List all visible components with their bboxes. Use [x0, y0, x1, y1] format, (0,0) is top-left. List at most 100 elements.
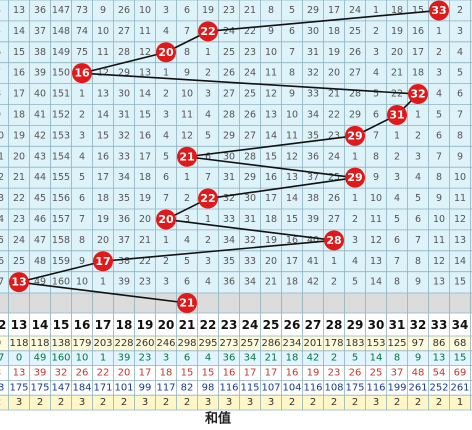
column-header: 14 [32, 318, 49, 332]
miss-count: 8 [0, 89, 1, 100]
stat-value: 25 [370, 368, 383, 379]
miss-count: 10 [139, 5, 151, 16]
miss-count: 23 [244, 47, 256, 58]
stat-value: 14 [370, 353, 383, 364]
column-header: 16 [74, 318, 91, 332]
ball [198, 188, 218, 209]
miss-count: 15 [139, 109, 151, 120]
ball-label: 20 [158, 213, 174, 226]
stat-value: 104 [282, 382, 301, 393]
miss-count: 8 [394, 277, 400, 288]
stat-value: 17 [139, 368, 152, 379]
stat-value: 26 [349, 368, 362, 379]
miss-count: 6 [0, 47, 1, 58]
miss-count: 2 [373, 26, 379, 37]
ball-label: 31 [389, 108, 404, 121]
miss-count: 18 [265, 214, 277, 225]
stat-value: 39 [34, 368, 47, 379]
miss-count: 1 [184, 172, 190, 183]
miss-count: 41 [34, 109, 46, 120]
ball [345, 125, 365, 146]
miss-count: 151 [52, 89, 70, 100]
column-header: 15 [53, 318, 70, 332]
miss-count: 5 [394, 214, 400, 225]
stat-value: 6 [184, 353, 190, 364]
column-header: 30 [368, 318, 385, 332]
trend-line [18, 9, 440, 304]
stat-value: 116 [303, 382, 322, 393]
stat-value: 15 [202, 368, 215, 379]
miss-count: 32 [118, 130, 130, 141]
miss-count: 14 [97, 109, 109, 120]
column-header: 28 [326, 318, 343, 332]
miss-count: 26 [223, 68, 235, 79]
miss-count: 3 [394, 172, 400, 183]
ball [429, 0, 449, 21]
miss-count: 3 [373, 47, 379, 58]
miss-count: 20 [265, 256, 277, 267]
stat-value: 203 [93, 338, 112, 349]
miss-count: 8 [79, 235, 85, 246]
miss-count: 13 [286, 172, 298, 183]
miss-count: 17 [97, 172, 109, 183]
stat-value: 42 [307, 353, 320, 364]
stat-value: 178 [324, 338, 343, 349]
miss-count: 18 [13, 109, 25, 120]
miss-count: 27 [244, 130, 256, 141]
miss-count: 3 [205, 89, 211, 100]
stat-value: 37 [391, 368, 404, 379]
miss-count: 39 [34, 68, 46, 79]
miss-count: 35 [223, 256, 235, 267]
miss-count: 1 [415, 109, 421, 120]
miss-count: 4 [205, 109, 211, 120]
miss-count: 4 [0, 5, 1, 16]
stat-value: 48 [412, 368, 425, 379]
miss-count: 40 [34, 89, 46, 100]
miss-count: 4 [205, 277, 211, 288]
miss-count: 9 [436, 193, 442, 204]
miss-count: 28 [118, 47, 130, 58]
miss-count: 14 [454, 256, 466, 267]
miss-count: 29 [223, 130, 235, 141]
miss-count: 23 [139, 277, 151, 288]
miss-count: 12 [433, 256, 445, 267]
miss-count: 8 [268, 5, 274, 16]
stat-value: 17 [0, 353, 4, 364]
stat-value: 286 [261, 338, 280, 349]
stat-value: 20 [118, 368, 131, 379]
stat-value: 3 [0, 368, 1, 379]
miss-count: 11 [0, 151, 4, 162]
stat-value: 36 [223, 353, 236, 364]
miss-count: 28 [244, 151, 256, 162]
miss-count: 21 [13, 172, 25, 183]
miss-count: 4 [457, 47, 463, 58]
miss-count: 17 [139, 151, 151, 162]
miss-count: 11 [139, 26, 151, 37]
miss-count: 4 [352, 256, 358, 267]
stat-value: 23 [139, 353, 152, 364]
miss-count: 20 [328, 68, 340, 79]
column-header: 33 [431, 318, 448, 332]
miss-count: 150 [52, 68, 70, 79]
miss-count: 34 [244, 277, 256, 288]
miss-count: 7 [289, 47, 295, 58]
stat-value: 99 [139, 382, 152, 393]
miss-count: 1 [352, 193, 358, 204]
ball-label: 21 [179, 297, 194, 310]
miss-count: 5 [373, 89, 379, 100]
miss-count: 23 [328, 130, 340, 141]
stat-value: 32 [55, 368, 68, 379]
miss-count: 49 [34, 277, 46, 288]
stat-value: 13 [13, 368, 26, 379]
miss-count: 32 [307, 68, 319, 79]
ball [156, 209, 176, 230]
stat-value: 2 [394, 397, 400, 408]
miss-count: 24 [13, 235, 25, 246]
stat-value: 295 [198, 338, 217, 349]
ball-label: 21 [179, 150, 194, 163]
stat-value: 1 [100, 353, 106, 364]
miss-count: 6 [394, 235, 400, 246]
ball [198, 21, 218, 42]
miss-count: 7 [184, 26, 190, 37]
miss-count: 29 [244, 172, 256, 183]
